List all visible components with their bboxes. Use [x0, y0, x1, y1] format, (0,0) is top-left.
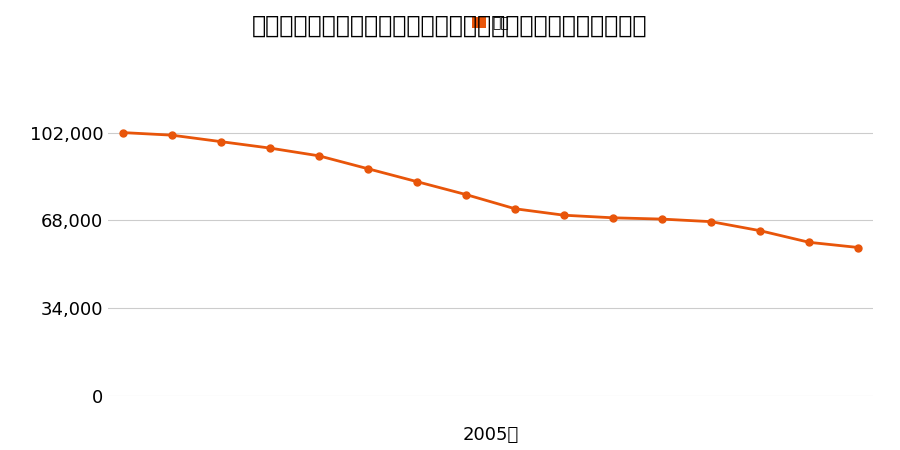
Text: 奈良県大和高田市大字根成柿字下中連３１３番２５の地価推移: 奈良県大和高田市大字根成柿字下中連３１３番２５の地価推移 — [252, 14, 648, 37]
Legend: 価格: 価格 — [466, 11, 515, 36]
Text: 2005年: 2005年 — [463, 426, 518, 444]
